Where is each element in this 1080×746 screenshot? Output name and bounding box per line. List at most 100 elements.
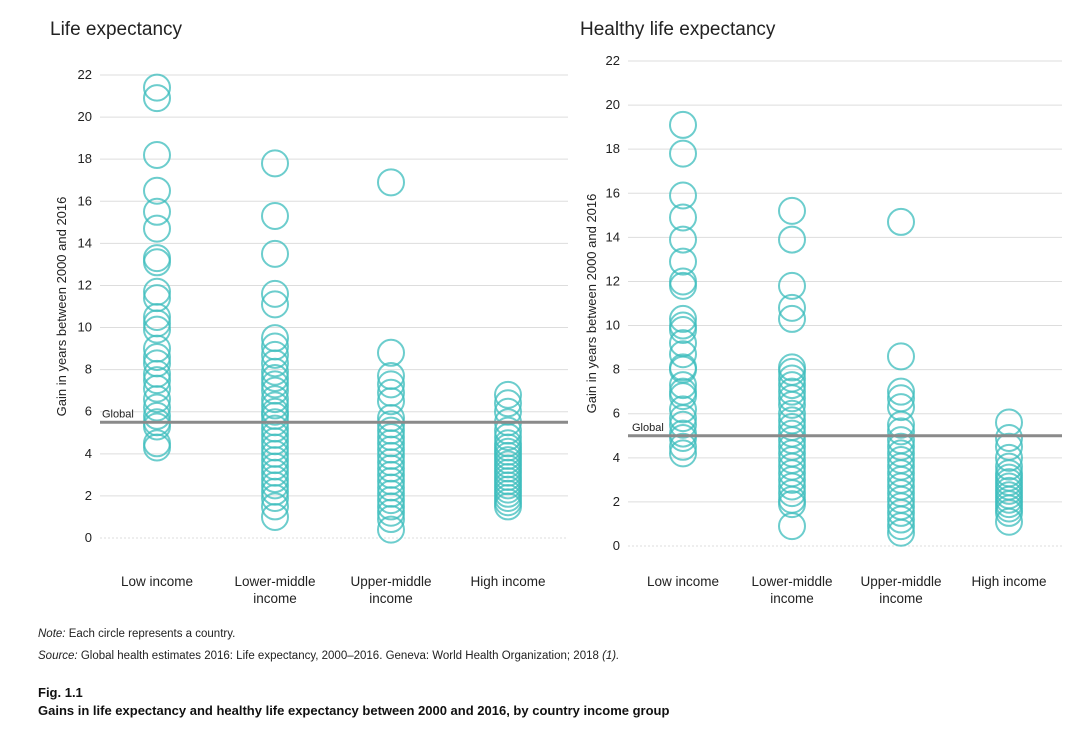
x-category-label: income: [253, 591, 297, 606]
country-circle: [778, 377, 806, 406]
y-tick-label: 8: [85, 362, 92, 377]
country-circle: [261, 357, 289, 386]
x-category-label: Low income: [121, 574, 193, 589]
country-circle: [143, 84, 171, 113]
country-circle: [669, 371, 697, 400]
y-tick-label: 20: [78, 109, 92, 124]
country-circle: [669, 404, 697, 433]
x-category-label: Upper-middle: [350, 574, 431, 589]
country-circle: [261, 202, 289, 231]
country-circle: [261, 391, 289, 420]
country-circle: [261, 364, 289, 393]
country-circle: [887, 505, 915, 534]
y-tick-label: 16: [606, 185, 620, 200]
country-circle: [778, 479, 806, 508]
source-label: Source:: [38, 650, 78, 662]
country-circle: [261, 492, 289, 521]
country-circle: [377, 515, 405, 544]
chart-1-title: Life expectancy: [50, 19, 183, 40]
country-circle: [377, 370, 405, 399]
y-tick-label: 0: [85, 530, 92, 545]
country-circle: [143, 433, 171, 462]
country-circle: [143, 140, 171, 169]
country-circle: [778, 465, 806, 494]
x-category-label: Upper-middle: [860, 574, 941, 589]
country-circle: [377, 505, 405, 534]
y-tick-label: 2: [613, 494, 620, 509]
country-circle: [261, 290, 289, 319]
y-tick-label: 4: [613, 450, 620, 465]
country-circle: [669, 225, 697, 254]
country-circle: [261, 149, 289, 178]
x-category-label: High income: [971, 574, 1046, 589]
country-circle: [887, 417, 915, 446]
country-circle: [261, 239, 289, 268]
country-circle: [887, 518, 915, 547]
country-circle: [143, 309, 171, 338]
country-circle: [494, 389, 522, 418]
country-circle: [778, 293, 806, 322]
country-circle: [669, 340, 697, 369]
country-circle: [377, 338, 405, 367]
y-tick-label: 20: [606, 97, 620, 112]
y-tick-label: 22: [78, 67, 92, 82]
country-circle: [261, 340, 289, 369]
country-circle: [995, 423, 1023, 452]
country-circle: [143, 248, 171, 277]
country-circle: [778, 225, 806, 254]
country-circle: [669, 304, 697, 333]
country-circle: [995, 452, 1023, 481]
country-circle: [261, 465, 289, 494]
country-circle: [261, 349, 289, 378]
country-circle: [377, 486, 405, 515]
country-circle: [143, 374, 171, 403]
source-text: Global health estimates 2016: Life expec…: [77, 650, 603, 662]
y-tick-label: 12: [78, 277, 92, 292]
country-circle: [143, 277, 171, 306]
country-circle: [778, 271, 806, 300]
y-tick-label: 16: [78, 193, 92, 208]
country-circle: [261, 370, 289, 399]
y-tick-label: 18: [606, 141, 620, 156]
x-category-label: income: [369, 591, 413, 606]
figure-label: Fig. 1.1: [38, 685, 83, 700]
y-tick-label: 0: [613, 538, 620, 553]
x-category-label: Lower-middle: [751, 574, 832, 589]
y-tick-label: 10: [606, 318, 620, 333]
note-text: Each circle represents a country.: [65, 628, 236, 640]
country-circle: [887, 512, 915, 541]
x-category-label: income: [770, 591, 814, 606]
country-circle: [669, 382, 697, 411]
country-circle: [377, 387, 405, 416]
x-category-label: Low income: [647, 574, 719, 589]
country-circle: [669, 423, 697, 452]
y-tick-label: 22: [606, 53, 620, 68]
y-tick-label: 18: [78, 151, 92, 166]
y-tick-label: 10: [78, 320, 92, 335]
country-circle: [669, 395, 697, 424]
country-circle: [143, 214, 171, 243]
x-category-label: income: [879, 591, 923, 606]
country-circle: [143, 343, 171, 372]
country-circle: [887, 207, 915, 236]
country-circle: [669, 271, 697, 300]
y-tick-label: 6: [85, 404, 92, 419]
country-circle: [143, 366, 171, 395]
x-category-label: Lower-middle: [234, 574, 315, 589]
country-circle: [143, 385, 171, 414]
x-category-label: High income: [470, 574, 545, 589]
country-circle: [377, 492, 405, 521]
country-circle: [669, 139, 697, 168]
country-circle: [669, 110, 697, 139]
country-circle: [995, 498, 1023, 527]
y-tick-label: 8: [613, 362, 620, 377]
country-circle: [778, 371, 806, 400]
country-circle: [669, 247, 697, 276]
y-axis-label: Gain in years between 2000 and 2016: [54, 197, 69, 417]
country-circle: [778, 196, 806, 225]
country-circle: [143, 73, 171, 102]
country-circle: [778, 384, 806, 413]
country-circle: [143, 303, 171, 332]
country-circle: [143, 393, 171, 422]
